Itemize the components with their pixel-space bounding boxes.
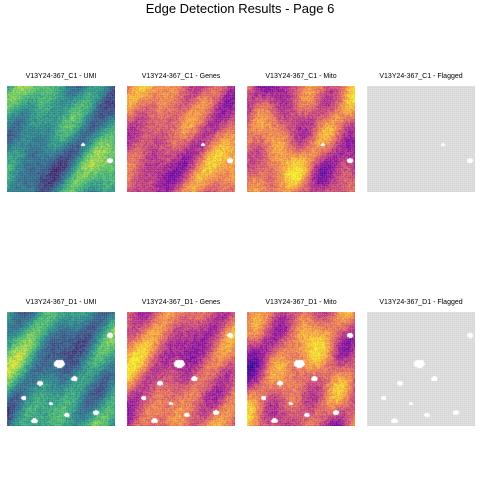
panel-d1-mito: V13Y24-367_D1 - Mito [246,298,356,426]
panel-title: V13Y24-367_D1 - UMI [25,299,97,306]
spot-heatmap [127,312,235,426]
panel-c1-genes: V13Y24-367_C1 - Genes [126,72,236,192]
panel-title: V13Y24-367_C1 - UMI [25,73,97,80]
panel-c1-umi: V13Y24-367_C1 - UMI [6,72,116,192]
panel-d1-flagged: V13Y24-367_D1 - Flagged [366,298,476,426]
panel-d1-umi: V13Y24-367_D1 - UMI [6,298,116,426]
panel-c1-flagged: V13Y24-367_C1 - Flagged [366,72,476,192]
spot-heatmap [367,312,475,426]
panel-title: V13Y24-367_D1 - Mito [265,299,337,306]
panel-title: V13Y24-367_D1 - Flagged [379,299,463,306]
spot-heatmap [247,312,355,426]
page-title: Edge Detection Results - Page 6 [145,1,335,16]
spot-heatmap [367,86,475,192]
panel-title: V13Y24-367_C1 - Flagged [379,73,463,80]
panel-d1-genes: V13Y24-367_D1 - Genes [126,298,236,426]
panel-title: V13Y24-367_C1 - Genes [141,73,221,80]
spot-heatmap [127,86,235,192]
panel-title: V13Y24-367_D1 - Genes [141,299,221,306]
spot-heatmap [247,86,355,192]
spot-heatmap [7,86,115,192]
panel-c1-mito: V13Y24-367_C1 - Mito [246,72,356,192]
spot-heatmap [7,312,115,426]
panel-title: V13Y24-367_C1 - Mito [265,73,337,80]
